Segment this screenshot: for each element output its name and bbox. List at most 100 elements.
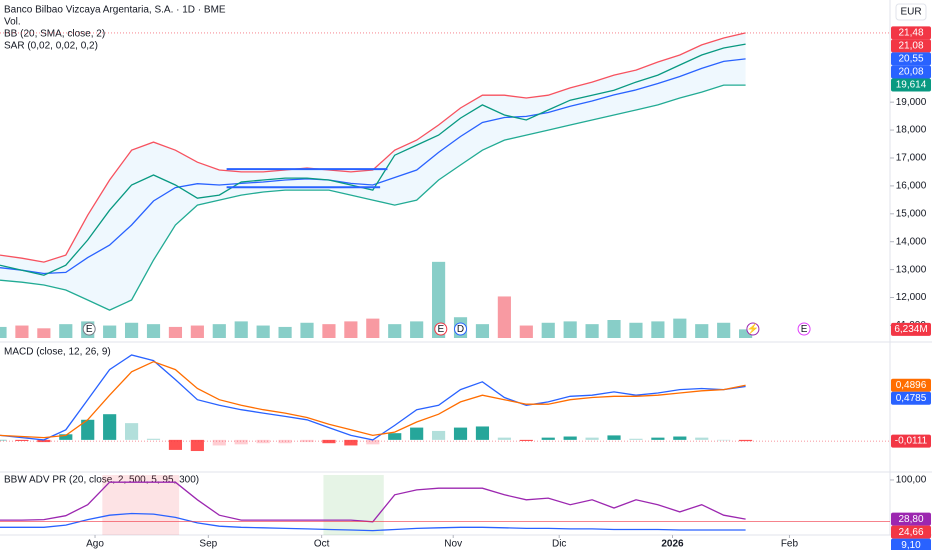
volume-bar [585, 324, 599, 338]
histogram-bar [366, 439, 380, 445]
volume-bar [607, 320, 621, 338]
currency[interactable]: EUR [900, 7, 921, 18]
price-badge [891, 378, 931, 392]
price-badge-label: 24,66 [898, 527, 923, 538]
highlight-region [323, 475, 384, 535]
histogram-bar [234, 439, 248, 445]
price-badge-label: 21,08 [898, 41, 923, 52]
histogram-bar [673, 436, 687, 440]
x-tick-label: Nov [444, 539, 462, 550]
histogram-bar [37, 439, 51, 443]
series-line [0, 84, 746, 311]
y-tick-label: 16,000 [896, 181, 927, 192]
histogram-bar [344, 439, 358, 446]
y-tick-label: 14,000 [896, 236, 927, 247]
histogram-bar [278, 439, 292, 444]
price-badge [891, 78, 931, 92]
y-tick-label: 100,00 [896, 475, 927, 486]
price-badge-label: -0,0111 [895, 436, 928, 447]
volume-bar [366, 318, 380, 338]
histogram-bar [717, 439, 731, 441]
y-tick-label: 18,000 [896, 125, 927, 136]
x-tick-label: Sep [199, 539, 217, 550]
histogram-bar [256, 439, 270, 444]
histogram-bar [146, 438, 161, 440]
series-line [0, 512, 746, 532]
volume-bar [629, 322, 643, 338]
volume-bar [0, 326, 7, 338]
chart-title: Banco Bilbao Vizcaya Argentaria, S.A. · … [4, 5, 226, 16]
price-badge-label: 6,234M [894, 324, 927, 335]
histogram-bar [432, 430, 446, 440]
histogram-bar [453, 427, 468, 440]
price-badge-label: 9,10 [901, 540, 921, 550]
volume-bar [497, 296, 511, 338]
histogram-bar [300, 439, 314, 443]
volume-bar [190, 325, 204, 338]
price-badge-label: 19,614 [896, 80, 927, 91]
y-tick-label: 19,000 [896, 97, 927, 108]
price-badge [891, 538, 931, 550]
price-badge [891, 525, 931, 539]
volume-bar [717, 322, 731, 338]
histogram-bar [497, 437, 511, 440]
indicator-label: BB (20, SMA, close, 2) [4, 29, 105, 40]
histogram-bar [103, 414, 117, 440]
price-badge [891, 512, 931, 526]
price-badge-label: 21,48 [898, 28, 923, 39]
histogram-bar [388, 433, 402, 440]
event-marker [454, 322, 468, 336]
histogram-bar [81, 419, 95, 440]
volume-bar [695, 324, 709, 338]
volume-bar [410, 321, 424, 338]
event-label: ⚡ [747, 322, 759, 335]
event-marker [746, 322, 760, 336]
histogram-bar [190, 439, 204, 452]
volume-bar [651, 321, 665, 338]
price-badge-label: 20,08 [898, 67, 923, 78]
price-badge-label: 0,4785 [896, 393, 927, 404]
histogram-bar [212, 439, 226, 446]
price-badge-label: 0,4896 [896, 380, 927, 391]
volume-bar [344, 321, 358, 338]
event-label: E [437, 324, 444, 335]
volume-bar [146, 324, 161, 338]
event-label: E [801, 324, 808, 335]
series-line [0, 360, 746, 439]
volume-bar [475, 324, 490, 338]
series-line [0, 43, 746, 276]
histogram-bar [168, 439, 183, 450]
y-tick-label: 13,000 [896, 264, 927, 275]
x-tick-label: Feb [781, 539, 799, 550]
series-line [0, 58, 746, 275]
x-tick-label: Ago [86, 539, 104, 550]
price-badge [891, 391, 931, 405]
volume-bar [124, 322, 139, 338]
price-badge [891, 434, 931, 448]
volume-bar [15, 325, 29, 338]
volume-bar [212, 324, 226, 338]
volume-bar [168, 326, 183, 338]
volume-bar [103, 325, 117, 338]
event-label: E [86, 324, 93, 335]
highlight-region [102, 475, 180, 535]
volume-bar [739, 329, 753, 338]
volume-bar [432, 261, 446, 338]
volume-bar [322, 324, 336, 338]
volume-bar [541, 322, 555, 338]
histogram-bar [739, 439, 753, 442]
histogram-bar [629, 438, 643, 440]
histogram-bar [59, 434, 73, 440]
currency-box[interactable] [895, 3, 927, 21]
histogram-bar [322, 439, 336, 444]
histogram-bar [541, 437, 555, 440]
price-badge [891, 26, 931, 40]
macd-title: MACD (close, 12, 26, 9) [4, 347, 111, 358]
x-tick-label: Oct [314, 539, 330, 550]
y-tick-label: 15,000 [896, 208, 927, 219]
bbw-title: BBW ADV PR (20, close, 2, 500, 5, 95, 30… [4, 475, 199, 486]
histogram-bar [695, 437, 709, 440]
histogram-bar [519, 439, 533, 441]
